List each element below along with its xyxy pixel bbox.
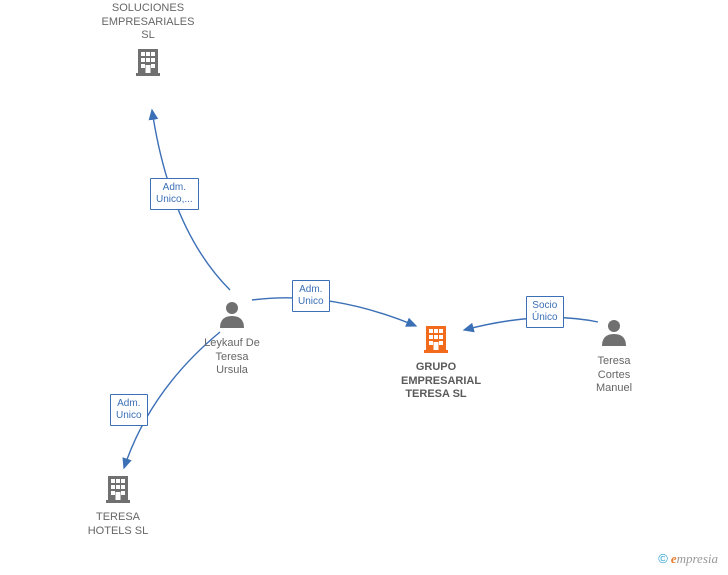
node-label-line: Ursula: [197, 364, 267, 378]
watermark-rest: mpresia: [677, 551, 718, 566]
copyright-symbol: ©: [658, 551, 668, 566]
node-label-line: EMPRESARIAL: [401, 375, 471, 389]
edge-label-leykauf-hotels: Adm.Unico: [110, 394, 148, 426]
edge-leykauf-grupo: [252, 298, 416, 326]
node-label-line: TERESA SL: [401, 388, 471, 402]
edge-label-line: Socio: [532, 300, 558, 312]
edge-label-line: Adm.: [298, 284, 324, 296]
node-label-line: TERESA: [83, 511, 153, 525]
node-label-line: Manuel: [579, 382, 649, 396]
edge-label-line: Adm.: [156, 182, 193, 194]
edge-label-leykauf-grupo: Adm.Unico: [292, 280, 330, 312]
node-label-line: SOLUCIONES: [98, 2, 197, 16]
node-label-line: Teresa: [579, 355, 649, 369]
node-leykauf[interactable]: Leykauf DeTeresaUrsula: [197, 298, 267, 378]
edge-label-line: Adm.: [116, 398, 142, 410]
node-grupo[interactable]: GRUPOEMPRESARIALTERESA SL: [401, 322, 471, 402]
edge-label-line: Unico: [116, 410, 142, 422]
person-icon: [598, 316, 630, 353]
edge-label-line: Único: [532, 312, 558, 324]
edge-label-leykauf-nuevas: Adm.Unico,...: [150, 178, 199, 210]
building-icon: [132, 45, 164, 82]
node-label-line: Leykauf De: [197, 337, 267, 351]
person-icon: [216, 298, 248, 335]
watermark: ©empresia: [658, 551, 718, 567]
edge-label-line: Unico: [298, 296, 324, 308]
edge-label-tcortes-grupo: SocioÚnico: [526, 296, 564, 328]
node-tcortes[interactable]: TeresaCortesManuel: [579, 316, 649, 396]
node-hotels[interactable]: TERESAHOTELS SL: [83, 472, 153, 538]
node-label-line: GRUPO: [401, 361, 471, 375]
node-label-line: HOTELS SL: [83, 525, 153, 539]
node-label-line: EMPRESARIALES SL: [98, 16, 197, 44]
building-icon: [420, 322, 452, 359]
building-icon: [102, 472, 134, 509]
edge-label-line: Unico,...: [156, 194, 193, 206]
node-label-line: Cortes: [579, 369, 649, 383]
node-nuevas[interactable]: NUEVASSOLUCIONESEMPRESARIALES SL: [98, 0, 197, 82]
node-label-line: Teresa: [197, 351, 267, 365]
